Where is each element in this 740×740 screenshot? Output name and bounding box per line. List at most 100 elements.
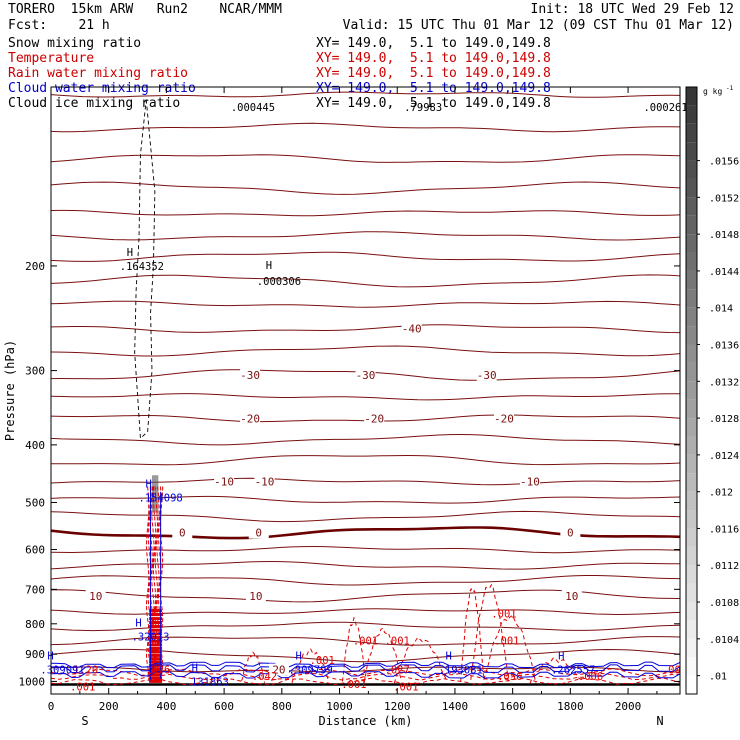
temperature-contour <box>51 154 680 163</box>
colorbar-segment <box>686 270 697 290</box>
temperature-label: -30 <box>356 369 376 382</box>
temperature-label: -40 <box>402 323 422 336</box>
colorbar-tick-label: .0152 <box>709 193 739 204</box>
header-init-line: Init: 18 UTC Wed 29 Feb 12 <box>530 2 735 17</box>
cloud-water-high-marker: H <box>296 651 302 663</box>
temperature-label: -20 <box>364 412 384 425</box>
temperature-label: 10 <box>565 590 578 603</box>
colorbar-frame <box>685 86 698 695</box>
rain-contour <box>393 636 447 684</box>
rain-label: .00 <box>662 665 681 677</box>
colorbar-segment <box>686 234 697 253</box>
temperature-contour <box>51 575 680 586</box>
x-tick-label: 1200 <box>384 700 411 713</box>
colorbar-segment <box>686 344 697 363</box>
legend-field-name: Temperature <box>8 51 95 66</box>
colorbar-tick-label: .0124 <box>709 451 739 462</box>
temperature-label: -20 <box>494 412 514 425</box>
temperature-contour <box>51 393 680 401</box>
rain-label: .001 <box>494 635 519 647</box>
ice-max-label: .000261 <box>643 102 687 114</box>
cloud-water-high-marker: H <box>135 617 141 629</box>
colorbar-segment <box>686 436 697 455</box>
y-tick-label: 700 <box>25 583 45 596</box>
rain-label: .056 <box>497 671 522 683</box>
snow-high-marker: H <box>266 260 272 272</box>
colorbar-tick-label: .012 <box>709 488 733 499</box>
label-bg <box>560 526 581 539</box>
rain-label: .001 <box>393 682 418 694</box>
colorbar-tick-label: .0148 <box>709 230 739 241</box>
cloud-water-high-marker: H <box>558 651 564 663</box>
colorbar-segment <box>686 528 697 547</box>
colorbar-segment <box>686 418 697 437</box>
label-bg <box>476 368 497 381</box>
label-bg <box>364 412 385 425</box>
plot-area <box>51 91 680 686</box>
colorbar-segment <box>686 583 697 603</box>
colorbar-segment <box>686 123 697 143</box>
colorbar-segment <box>686 178 697 198</box>
colorbar-segment <box>686 638 697 658</box>
colorbar-segment <box>686 197 697 216</box>
temperature-label: -30 <box>477 369 497 382</box>
y-tick-label: 800 <box>25 618 45 631</box>
colorbar-tick-label: .014 <box>709 304 733 315</box>
temperature-contour <box>51 608 680 616</box>
temperature-contour <box>51 666 680 673</box>
rain-contour <box>51 677 680 686</box>
x-tick-label: 1800 <box>557 700 584 713</box>
temperature-contour <box>51 560 680 570</box>
colorbar-unit: g kg <box>703 87 722 96</box>
colorbar-segment <box>686 142 697 161</box>
rain-label: 1.20 <box>73 665 98 677</box>
colorbar-segment <box>686 160 697 179</box>
header-valid-line: Valid: 15 UTC Thu 01 Mar 12 (09 CST Thu … <box>342 18 734 33</box>
x-tick-label: 800 <box>272 700 292 713</box>
rain-contour <box>51 668 680 677</box>
label-bg <box>172 526 193 539</box>
label-bg <box>401 322 422 335</box>
colorbar-segment <box>686 657 697 676</box>
rain-contour <box>291 648 330 683</box>
label-bg <box>254 475 275 488</box>
colorbar-unit-exponent: -1 <box>726 85 734 92</box>
temperature-contour <box>51 209 680 217</box>
temperature-label: 20 <box>272 664 285 677</box>
cloud-water-label: .193081 <box>439 665 483 677</box>
colorbar-tick-label: .01 <box>709 672 727 683</box>
temperature-label: -10 <box>214 476 234 489</box>
label-bg <box>248 526 269 539</box>
x-axis-label: Distance (km) <box>319 714 413 728</box>
x-tick-label: 2000 <box>615 700 642 713</box>
label-bg <box>245 589 266 602</box>
temperature-label: -20 <box>240 412 260 425</box>
rain-contour <box>145 486 150 681</box>
temperature-contour <box>51 324 680 334</box>
rain-label: .001 <box>353 635 378 647</box>
colorbar-segment <box>686 362 697 382</box>
colorbar-segment <box>686 510 697 529</box>
label-bg <box>214 475 235 488</box>
colorbar-tick-label: .0144 <box>709 267 739 278</box>
colorbar-segment <box>686 252 697 271</box>
temperature-label: -30 <box>240 369 260 382</box>
temperature-contour <box>51 91 680 98</box>
rain-label: .001 <box>341 679 366 691</box>
rain-label: .001 <box>385 635 410 647</box>
rain-label: .001 <box>310 655 335 667</box>
y-tick-label: 200 <box>25 260 45 273</box>
x-tick-label: 1000 <box>326 700 353 713</box>
temperature-contour <box>51 433 680 446</box>
label-bg <box>493 412 514 425</box>
cloud-water-contour <box>51 661 680 669</box>
temperature-contour <box>51 621 680 632</box>
y-tick-label: 500 <box>25 496 45 509</box>
y-tick-label: 900 <box>25 648 45 661</box>
colorbar-segment <box>686 620 697 639</box>
temperature-contour <box>51 345 680 357</box>
rain-label: .001 <box>491 608 516 620</box>
rain-contour <box>147 486 152 681</box>
rain-label: .042 <box>252 671 277 683</box>
